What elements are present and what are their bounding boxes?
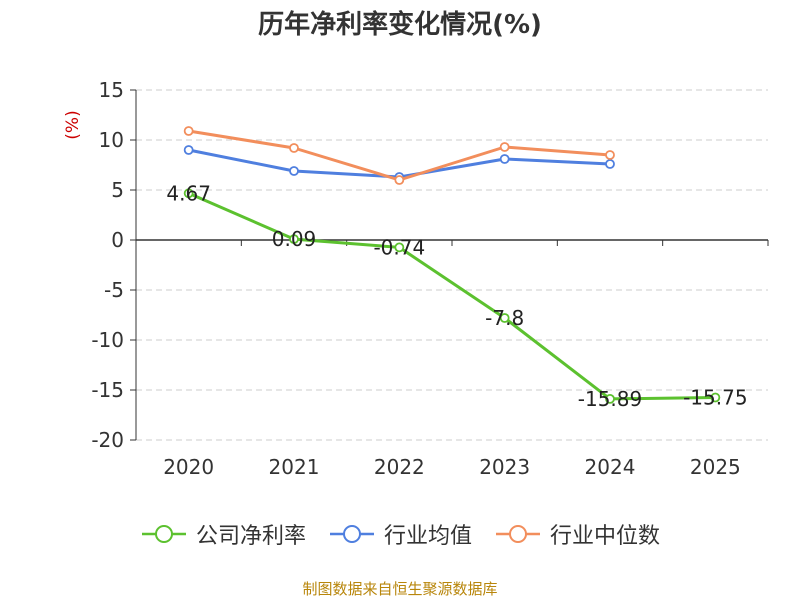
x-tick-label: 2020 (163, 455, 214, 479)
data-label: -15.89 (578, 387, 642, 411)
data-label: 0.09 (272, 227, 317, 251)
legend-marker-icon (141, 525, 186, 543)
series-layer (183, 126, 721, 404)
data-point (183, 188, 194, 199)
data-point (605, 159, 615, 169)
data-label-layer: 4.67 0.09 -0.74 -7.8 -15.89 -15.75 (166, 181, 747, 411)
legend-circle (509, 525, 527, 543)
data-label: -0.74 (373, 235, 425, 259)
legend-circle (154, 525, 173, 543)
y-tick-label: -15 (91, 378, 124, 402)
legend-circle (342, 525, 361, 543)
y-tick-label: 5 (111, 178, 124, 202)
grid-layer (136, 89, 768, 441)
series-line-0 (188, 191, 716, 401)
y-tick-label: 15 (99, 78, 124, 102)
data-point (289, 166, 299, 176)
y-tick-label: -5 (104, 278, 124, 302)
y-tick-label: -10 (91, 328, 124, 352)
data-point (499, 154, 510, 164)
legend-label: 行业均值 (383, 524, 472, 549)
x-tick-label: 2023 (479, 455, 530, 479)
y-tick-label: -20 (91, 428, 124, 452)
legend: 公司净利率 行业均值 行业中位数 (0, 518, 800, 550)
data-point (183, 145, 194, 155)
legend-marker-icon (496, 525, 540, 543)
data-point (499, 142, 510, 152)
axis-layer: 15 10 5 0 -5 -10 -15 -20 2020 2021 2022 2023 2024 202… (63, 78, 769, 479)
legend-marker-icon (329, 525, 374, 543)
data-label: -7.8 (485, 306, 524, 330)
data-point (605, 393, 615, 404)
x-tick-label: 2024 (585, 455, 636, 479)
x-tick-label: 2021 (269, 455, 320, 479)
data-label: 4.67 (166, 181, 211, 205)
legend-item[interactable]: 行业均值 (328, 518, 472, 550)
data-point (289, 234, 299, 245)
legend-item[interactable]: 公司净利率 (140, 518, 306, 550)
y-tick-label: 0 (111, 228, 124, 252)
source-note: 制图数据来自恒生聚源数据库 (302, 580, 498, 598)
data-point (605, 150, 615, 160)
data-point (710, 392, 721, 403)
data-label: -15.75 (683, 386, 747, 410)
data-point (289, 143, 299, 153)
chart-title: 历年净利率变化情况(%) (258, 10, 542, 40)
data-point (394, 242, 405, 253)
data-point (394, 175, 405, 185)
legend-item[interactable]: 行业中位数 (494, 518, 660, 550)
y-axis-title: (%) (63, 110, 83, 139)
legend-label: 公司净利率 (195, 524, 306, 549)
data-point (499, 313, 510, 323)
x-tick-label: 2025 (690, 455, 741, 479)
legend-label: 行业中位数 (550, 524, 661, 549)
x-tick-label: 2022 (374, 455, 425, 479)
y-tick-label: 10 (99, 128, 124, 152)
data-point (183, 126, 194, 136)
